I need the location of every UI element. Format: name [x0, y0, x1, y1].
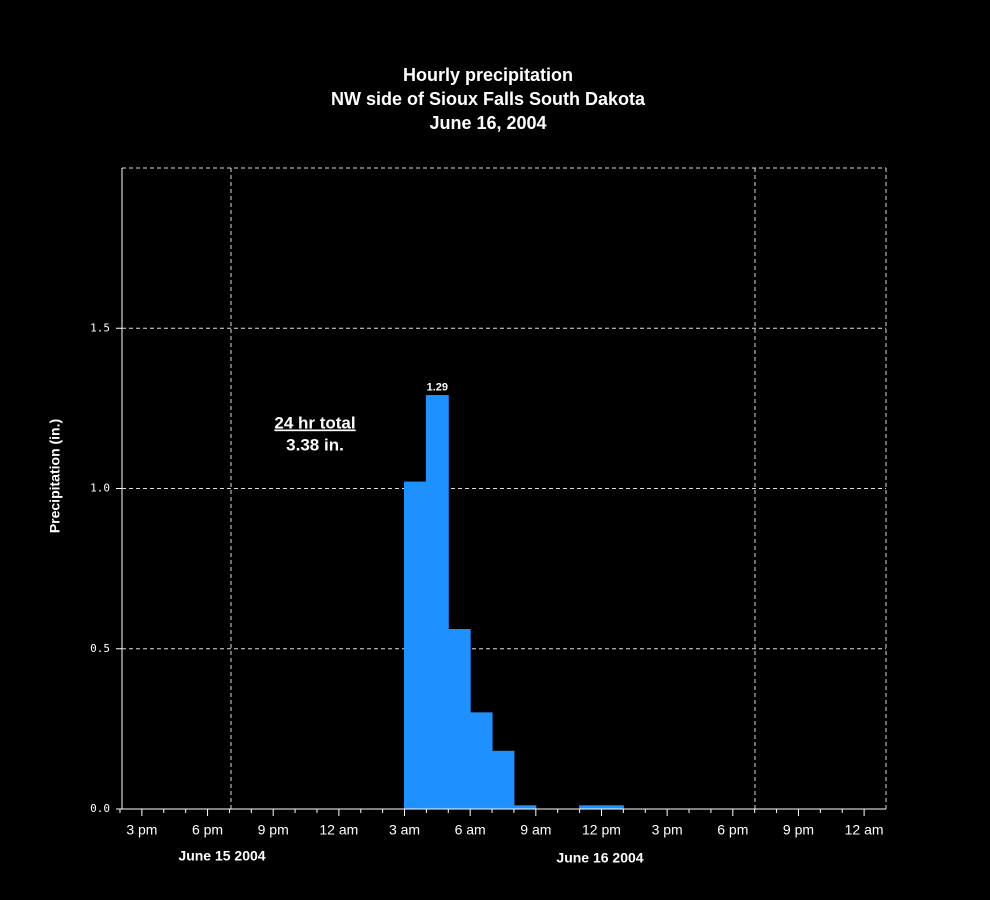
y-tick-label: 0.0	[90, 802, 110, 815]
x-tick-label: 3 pm	[652, 822, 683, 838]
y-axis-label: Precipitation (in.)	[47, 419, 63, 533]
x-tick-label: 6 am	[455, 822, 486, 838]
bar	[491, 750, 515, 810]
x-tick-label: 9 pm	[783, 822, 814, 838]
chart-subtitle: NW side of Sioux Falls South Dakota	[331, 89, 646, 109]
x-tick-label: 6 pm	[192, 822, 223, 838]
x-tick-label: 9 am	[520, 822, 551, 838]
date-label: June 16 2004	[556, 850, 643, 866]
annotation-value: 3.38 in.	[286, 435, 344, 454]
bar	[404, 481, 427, 810]
bar	[425, 395, 449, 810]
chart-title: Hourly precipitation	[403, 65, 573, 85]
x-tick-label: 3 am	[389, 822, 420, 838]
x-tick-label: 9 pm	[258, 822, 289, 838]
x-tick-label: 3 pm	[126, 822, 157, 838]
y-tick-label: 1.5	[90, 321, 110, 334]
annotation-label: 24 hr total	[274, 413, 355, 432]
y-tick-label: 0.5	[90, 642, 110, 655]
date-label: June 15 2004	[178, 848, 265, 864]
x-tick-label: 12 am	[845, 822, 884, 838]
y-tick-label: 1.0	[90, 482, 110, 495]
data-label: 1.29	[427, 381, 448, 393]
chart-subtitle: June 16, 2004	[429, 113, 546, 133]
x-tick-label: 12 pm	[582, 822, 621, 838]
bar	[447, 629, 471, 810]
bar	[469, 712, 493, 810]
x-tick-label: 6 pm	[717, 822, 748, 838]
x-tick-label: 12 am	[319, 822, 358, 838]
